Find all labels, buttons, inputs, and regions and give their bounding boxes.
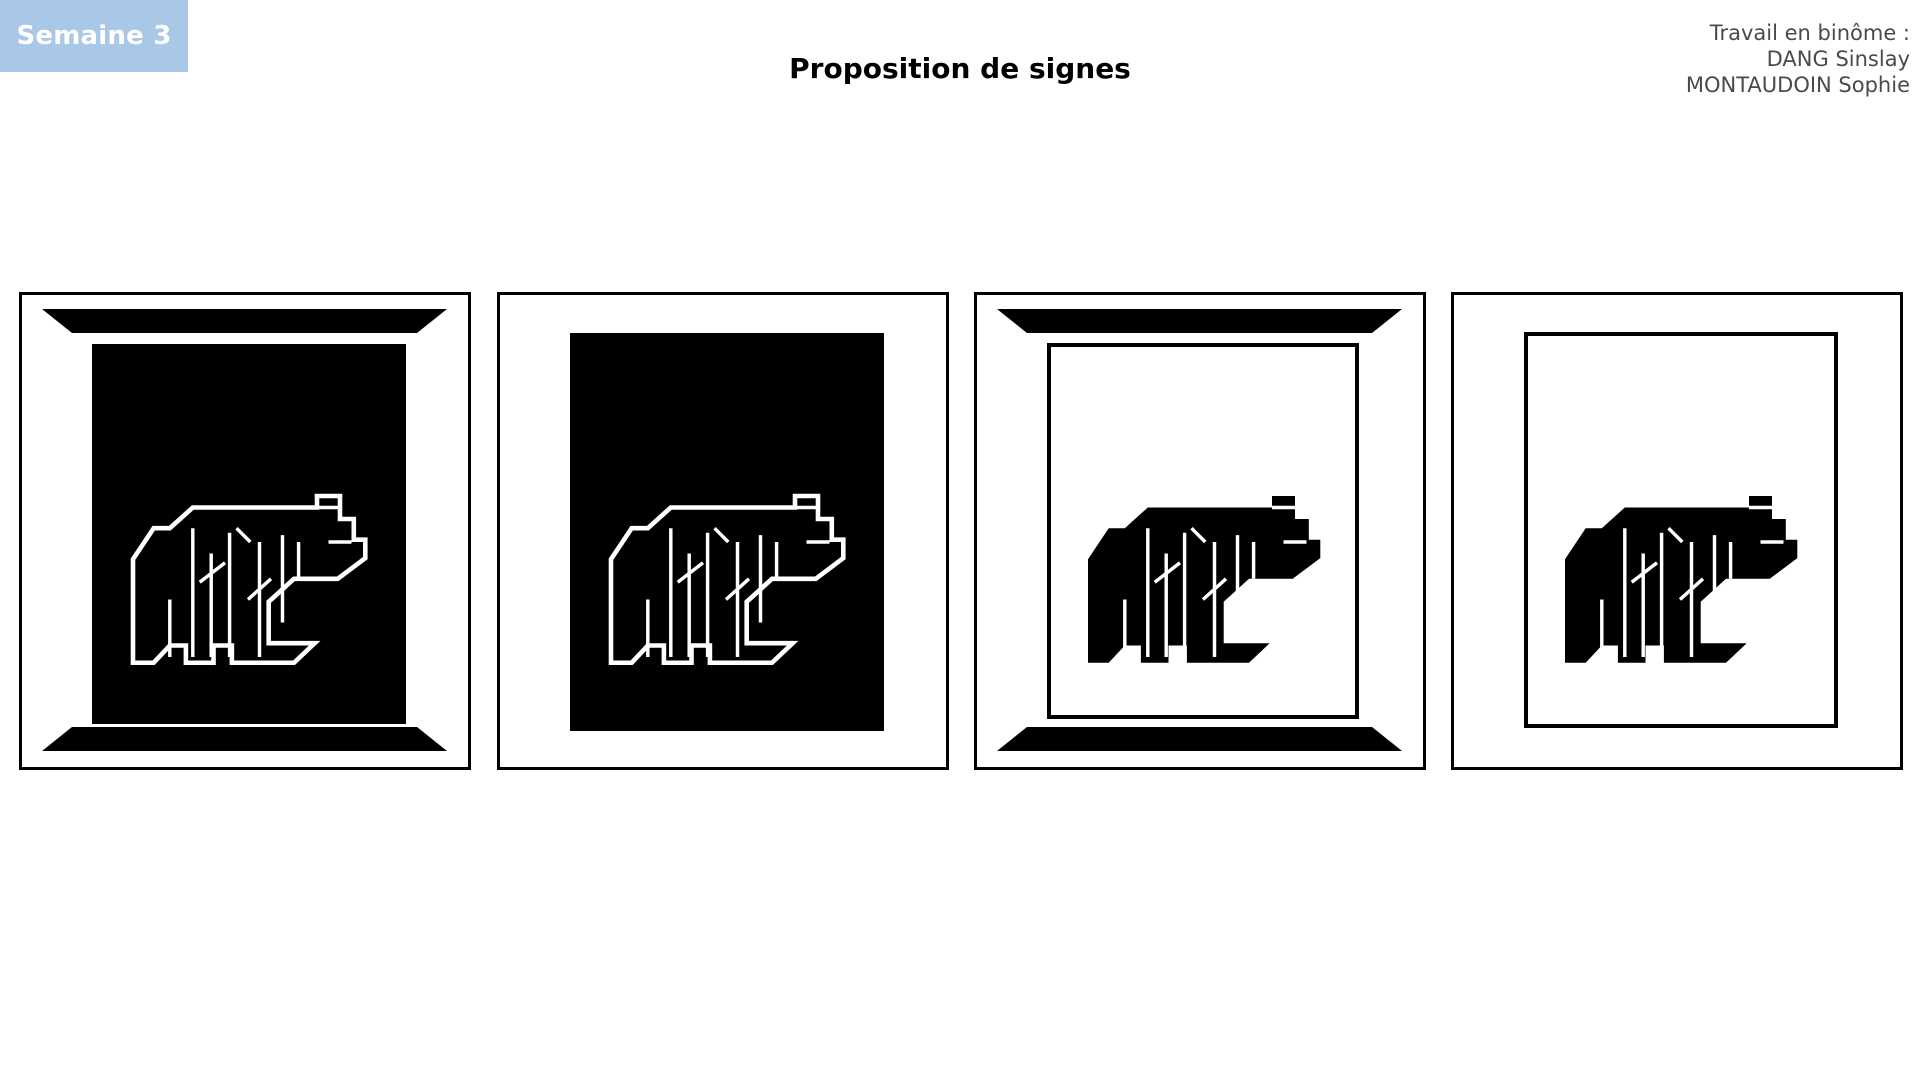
sign-proposal-1 [19, 292, 471, 770]
author-1: DANG Sinslay [1766, 47, 1910, 71]
bottom-trapezoid-bar [997, 727, 1402, 751]
sign-proposal-2 [497, 292, 949, 770]
top-trapezoid-bar [42, 309, 447, 333]
sign-artwork [1524, 332, 1838, 728]
sign-proposal-3 [974, 292, 1426, 770]
week-badge: Semaine 3 [0, 0, 188, 72]
sign-artwork [42, 309, 447, 751]
bottom-trapezoid-bar [42, 727, 447, 751]
top-trapezoid-bar [997, 309, 1402, 333]
authors-block: Travail en binôme : DANG Sinslay MONTAUD… [1686, 20, 1910, 98]
sign-proposal-4 [1451, 292, 1903, 770]
sign-artwork [570, 333, 884, 731]
sign-artwork [997, 309, 1402, 751]
authors-heading: Travail en binôme : [1709, 21, 1910, 45]
page-title: Proposition de signes [789, 52, 1131, 85]
week-label: Semaine 3 [16, 21, 172, 51]
author-2: MONTAUDOIN Sophie [1685, 73, 1910, 97]
